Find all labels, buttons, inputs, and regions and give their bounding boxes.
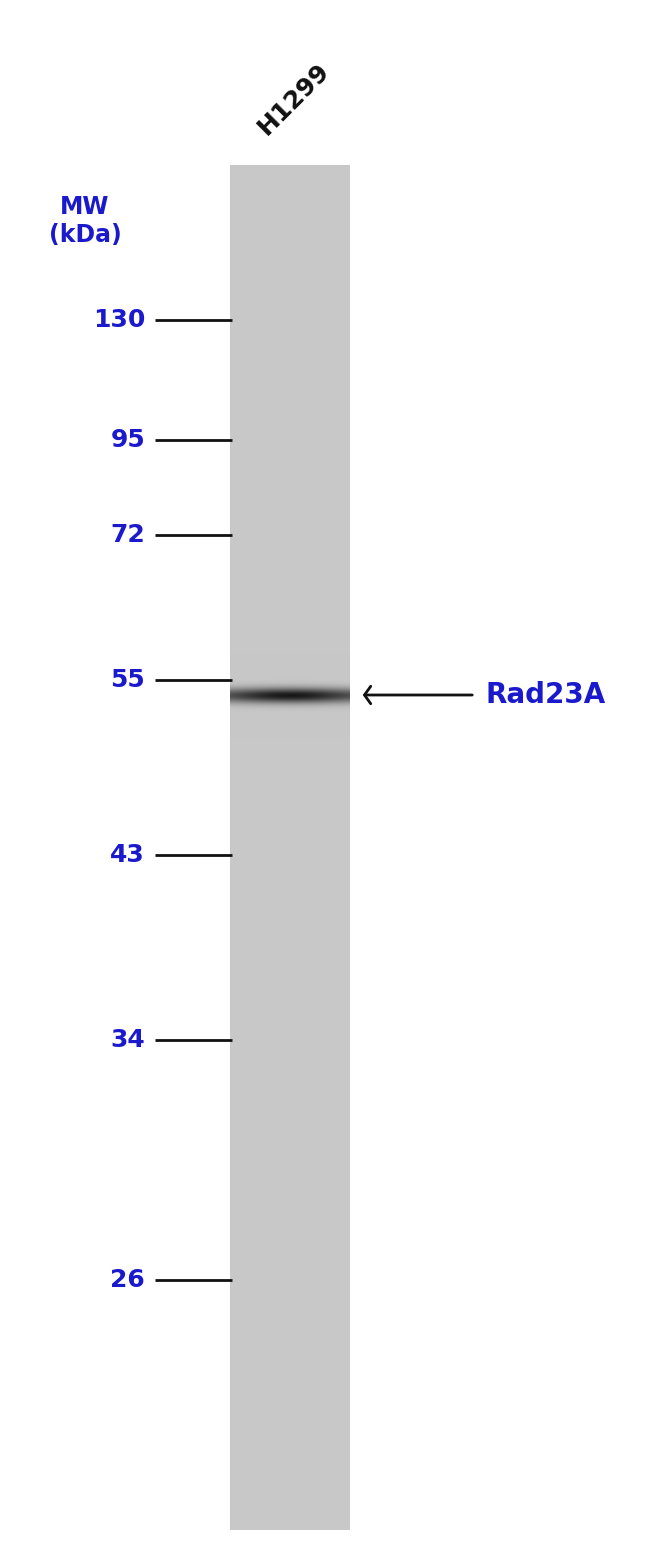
Text: 43: 43 [111, 843, 145, 866]
Text: 72: 72 [111, 522, 145, 547]
Text: Rad23A: Rad23A [485, 680, 605, 708]
Text: 55: 55 [111, 668, 145, 691]
Text: MW
(kDa): MW (kDa) [49, 195, 122, 246]
Text: 26: 26 [111, 1268, 145, 1293]
Text: H1299: H1299 [253, 59, 334, 140]
Text: 95: 95 [111, 428, 145, 453]
Text: 130: 130 [92, 308, 145, 332]
Text: 34: 34 [111, 1028, 145, 1052]
